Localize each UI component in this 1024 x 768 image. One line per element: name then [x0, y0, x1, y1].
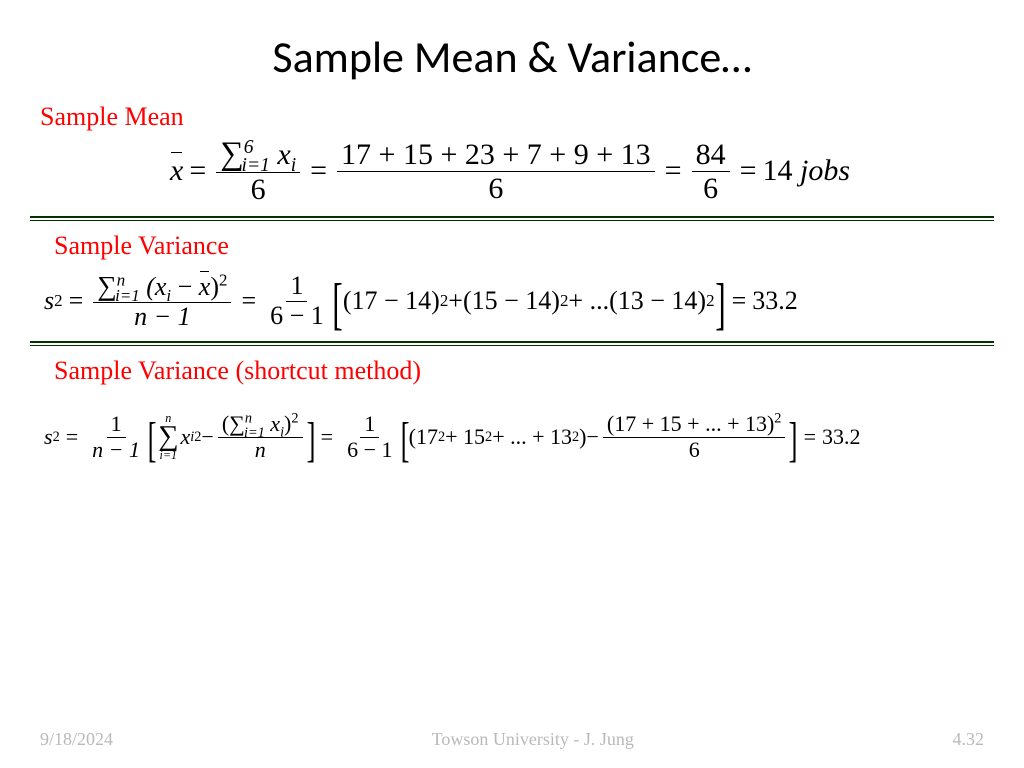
footer-center: Towson University - J. Jung — [432, 729, 634, 750]
footer-page: 4.32 — [952, 729, 984, 750]
label-sample-variance: Sample Variance — [54, 231, 994, 261]
slide-title: Sample Mean & Variance… — [30, 30, 994, 84]
divider-2 — [30, 341, 994, 346]
label-shortcut: Sample Variance (shortcut method) — [54, 356, 994, 386]
equation-sample-variance: s2 = ∑ni=1 (xi − x)2 n − 1 = 1 6 − 1 [ (… — [44, 271, 994, 331]
equation-sample-mean: x = ∑6i=1 xi 6 = 17 + 15 + 23 + 7 + 9 + … — [170, 136, 994, 206]
label-sample-mean: Sample Mean — [40, 102, 994, 132]
slide-footer: 9/18/2024 Towson University - J. Jung 4.… — [0, 729, 1024, 750]
equation-shortcut: s2 = 1 n − 1 [ n ∑ i=1 xi2 − (∑ni=1 xi)2… — [44, 412, 994, 461]
divider-1 — [30, 216, 994, 221]
footer-date: 9/18/2024 — [40, 729, 113, 750]
